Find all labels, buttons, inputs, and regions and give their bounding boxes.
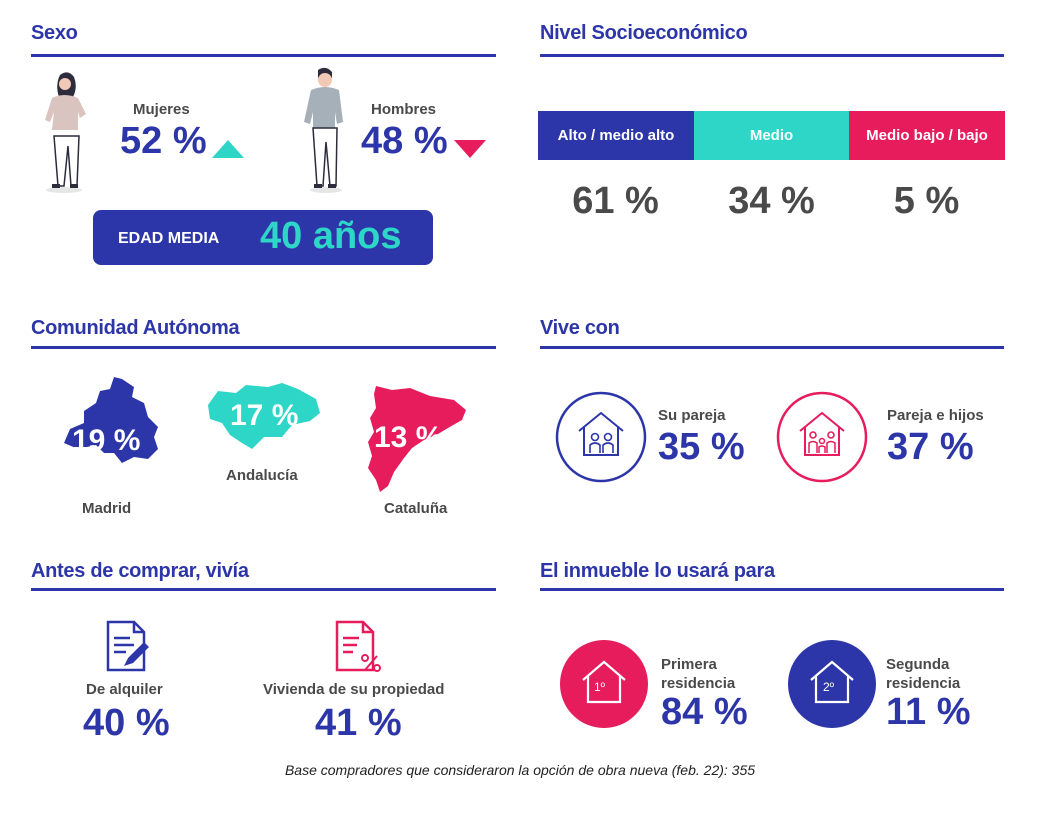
- ccaa-rule: [31, 346, 496, 349]
- first-home-badge: 1º: [594, 680, 606, 694]
- propiedad-label: Vivienda de su propiedad: [263, 681, 445, 698]
- age-label: EDAD MEDIA: [118, 230, 220, 247]
- nse-pct-alto: 61 %: [572, 180, 659, 222]
- primera-pct: 84 %: [661, 691, 748, 733]
- sexo-rule: [31, 54, 496, 57]
- alquiler-label: De alquiler: [86, 681, 163, 698]
- antes-rule: [31, 588, 496, 591]
- nse-pct-medio: 34 %: [728, 180, 815, 222]
- couple-home-icon: [555, 391, 647, 483]
- nse-bar-alto: Alto / medio alto: [538, 111, 694, 160]
- andalucia-label: Andalucía: [226, 467, 298, 484]
- nse-pct-bajo: 5 %: [893, 180, 960, 222]
- madrid-map-icon: [64, 377, 158, 463]
- trend-down-icon: [454, 140, 486, 158]
- male-label: Hombres: [371, 101, 437, 118]
- age-badge: EDAD MEDIA 40 años: [93, 210, 433, 265]
- madrid-label: Madrid: [82, 500, 132, 517]
- vive-pareja-pct: 35 %: [658, 426, 745, 468]
- nse-rule: [540, 54, 1004, 57]
- male-pct: 48 %: [361, 120, 448, 162]
- antes-title: Antes de comprar, vivía: [31, 560, 249, 582]
- age-value: 40 años: [260, 215, 402, 257]
- andalucia-pct: 17 %: [230, 399, 299, 432]
- uso-title: El inmueble lo usará para: [540, 560, 775, 582]
- ccaa-title: Comunidad Autónoma: [31, 317, 240, 339]
- alquiler-pct: 40 %: [83, 702, 170, 744]
- primera-label-2: residencia: [661, 675, 736, 692]
- vive-title: Vive con: [540, 317, 620, 339]
- trend-up-icon: [212, 140, 244, 158]
- rental-document-icon: [106, 620, 149, 672]
- propiedad-pct: 41 %: [315, 702, 402, 744]
- family-home-icon: [776, 391, 868, 483]
- female-pct: 52 %: [120, 120, 207, 162]
- second-home-icon: [788, 640, 876, 728]
- second-home-badge: 2º: [823, 680, 835, 694]
- segunda-label-1: Segunda: [886, 656, 950, 673]
- nse-bar-bajo: Medio bajo / bajo: [849, 111, 1005, 160]
- cataluna-map-icon: [368, 386, 466, 492]
- base-footnote: Base compradores que consideraron la opc…: [284, 762, 756, 778]
- nse-title: Nivel Socioeconómico: [540, 22, 748, 44]
- segunda-pct: 11 %: [886, 691, 971, 733]
- ownership-document-icon: [335, 620, 381, 672]
- sexo-title: Sexo: [31, 22, 78, 44]
- first-home-icon: [560, 640, 648, 728]
- vive-rule: [540, 346, 1004, 349]
- cataluna-label: Cataluña: [384, 500, 448, 517]
- segunda-label-2: residencia: [886, 675, 961, 692]
- woman-figure-icon: [45, 72, 86, 193]
- vive-familia-label: Pareja e hijos: [887, 407, 984, 424]
- female-label: Mujeres: [133, 101, 190, 118]
- vive-familia-pct: 37 %: [887, 426, 974, 468]
- nse-bar-medio: Medio: [694, 111, 849, 160]
- primera-label-1: Primera: [661, 656, 717, 673]
- madrid-pct: 19 %: [72, 424, 141, 457]
- vive-pareja-label: Su pareja: [658, 407, 726, 424]
- cataluna-pct: 13 %: [374, 421, 443, 454]
- uso-rule: [540, 588, 1004, 591]
- man-figure-icon: [304, 67, 343, 193]
- andalucia-map-icon: [208, 383, 320, 449]
